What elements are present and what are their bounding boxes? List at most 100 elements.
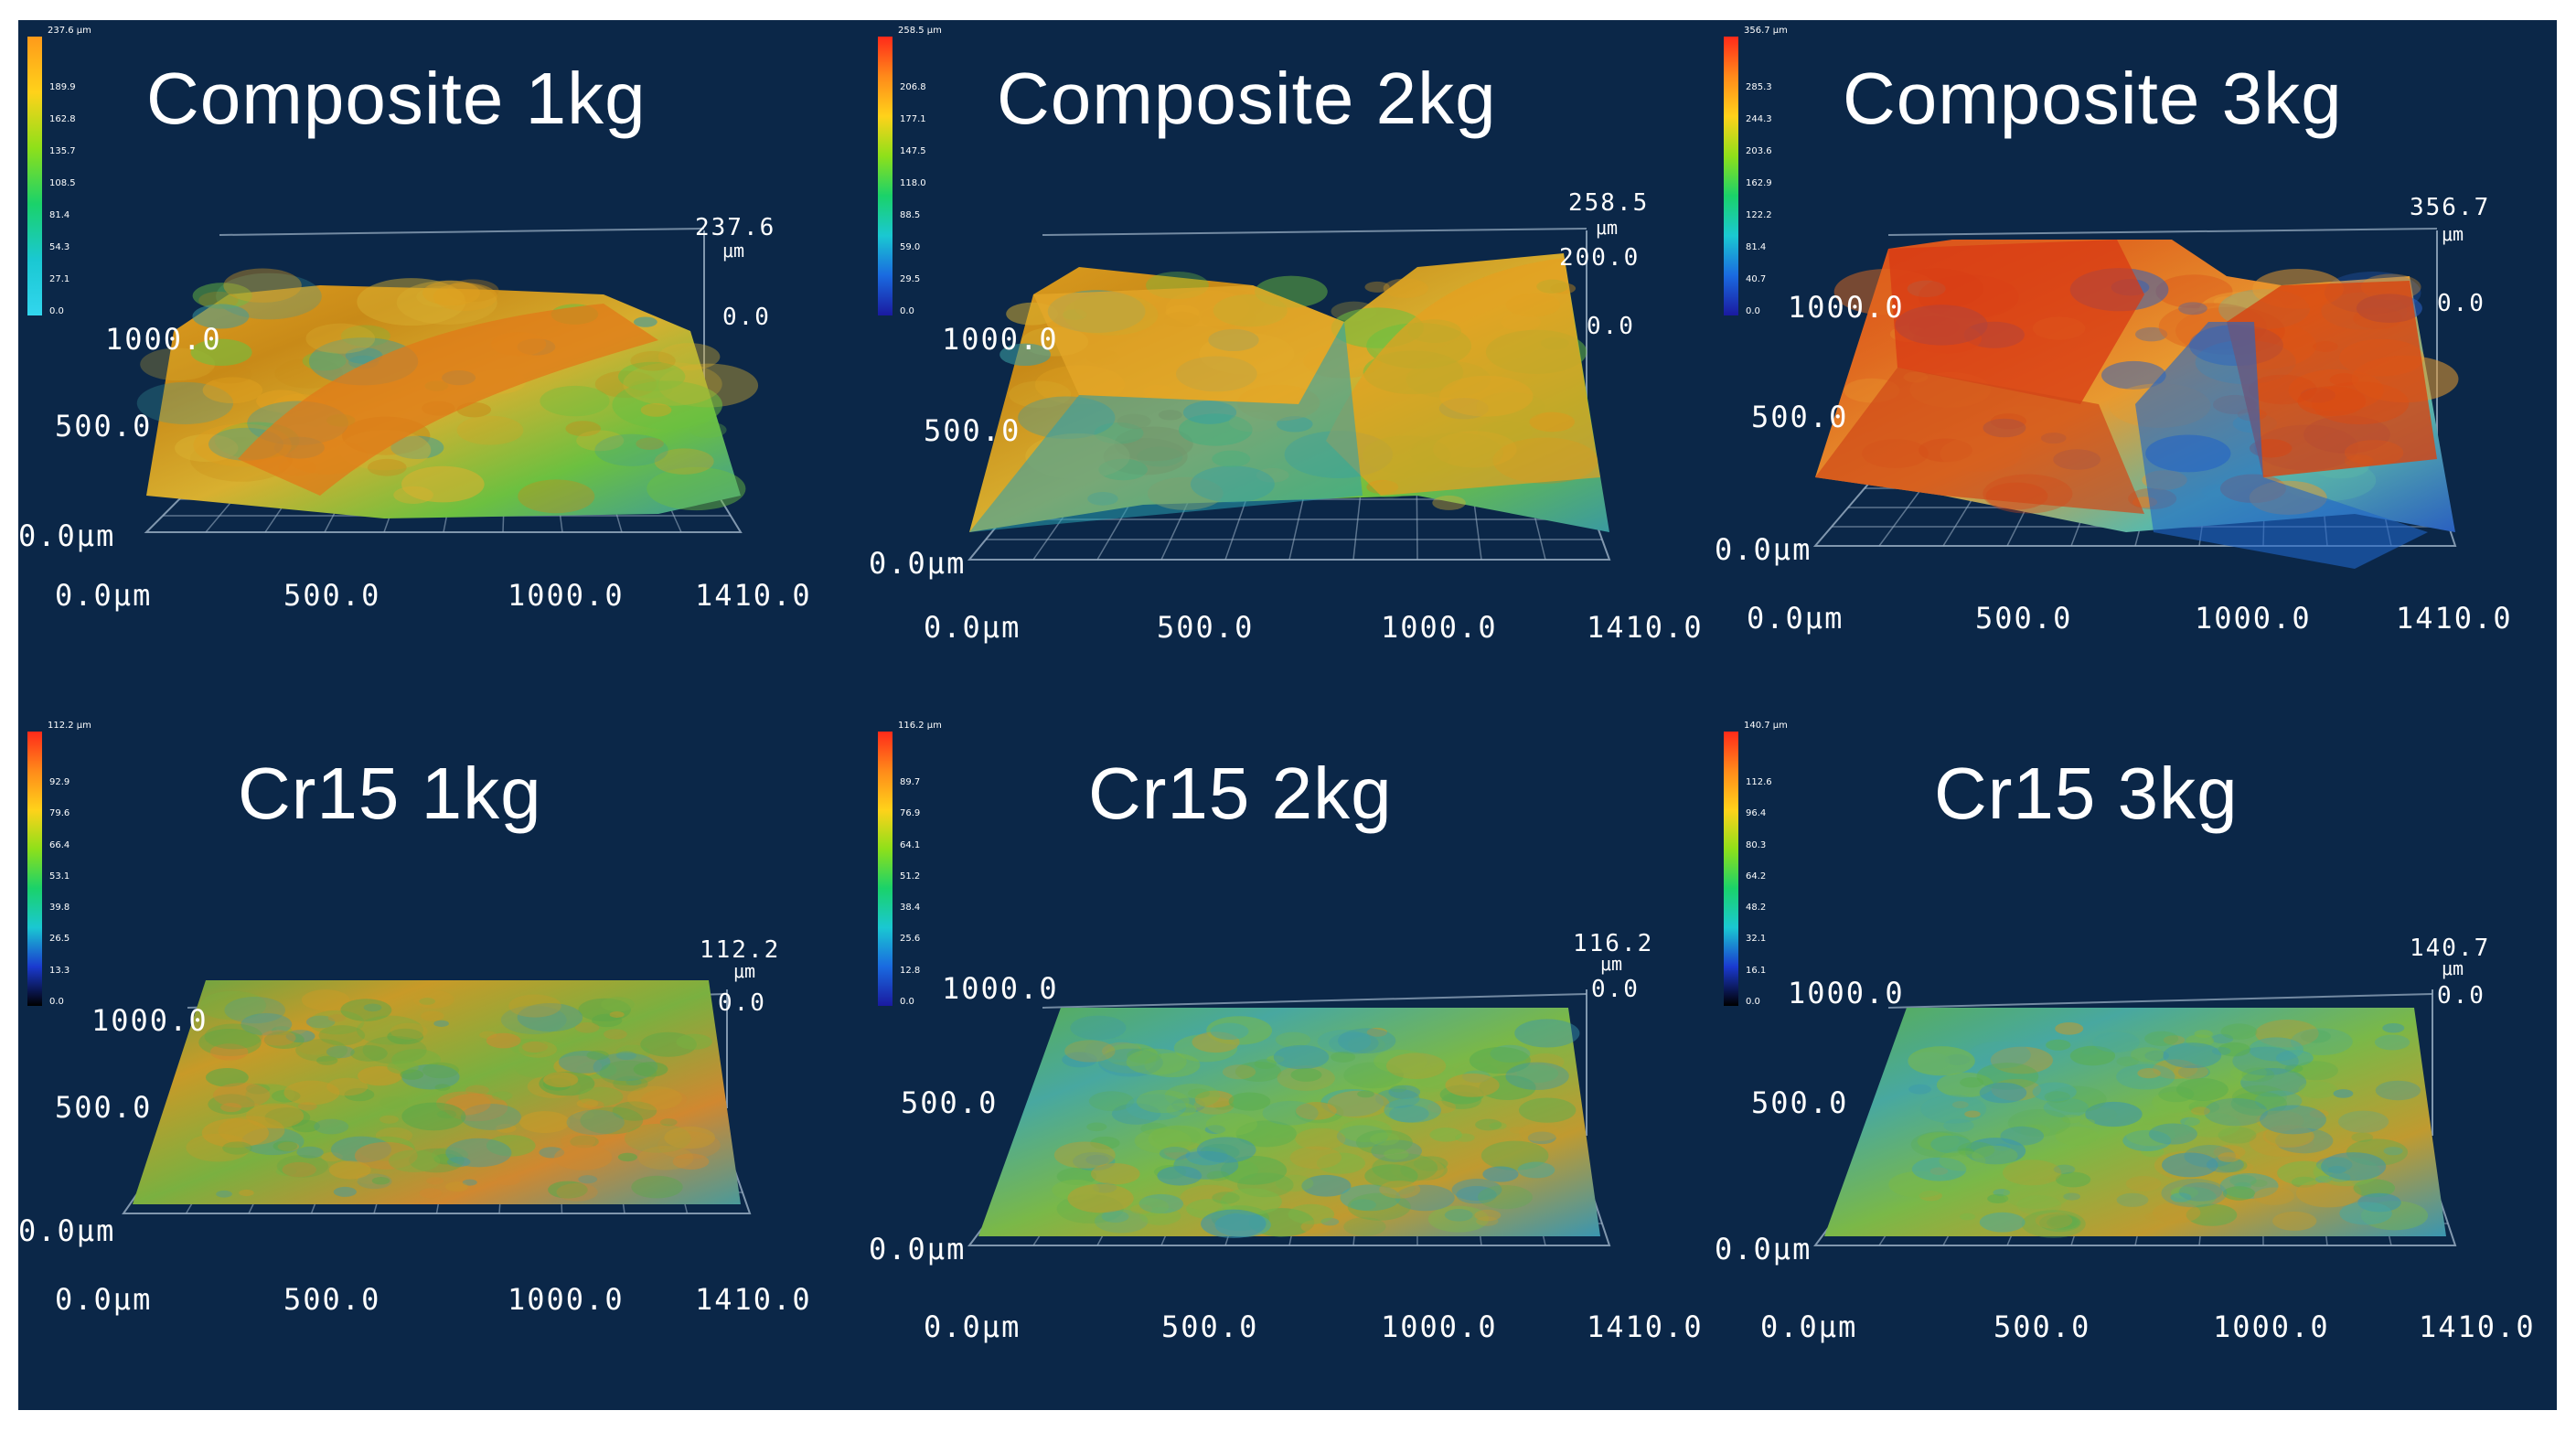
surface-texture xyxy=(1267,1055,1285,1063)
surface-texture xyxy=(1088,1091,1135,1111)
axis-label: 0.0 xyxy=(2437,290,2485,317)
panel-title: Cr15 1kg xyxy=(238,753,542,834)
surface-texture xyxy=(2339,1202,2392,1225)
surface-texture xyxy=(1329,1031,1379,1054)
surface-texture xyxy=(1395,1184,1455,1212)
surface-texture xyxy=(2218,1127,2257,1144)
axis-label: 1000.0 xyxy=(1788,976,1905,1010)
surface-texture xyxy=(213,1083,271,1108)
colorbar-tick-label: 12.8 xyxy=(900,965,921,976)
surface-texture xyxy=(1094,1209,1149,1234)
surface-texture xyxy=(354,1141,418,1170)
surface-texture xyxy=(2250,1179,2268,1188)
surface-texture xyxy=(2044,1091,2071,1103)
surface-texture xyxy=(588,1139,605,1148)
surface-texture xyxy=(1390,1085,1406,1093)
surface-texture xyxy=(1173,1034,1238,1063)
surface-texture xyxy=(1936,1072,1994,1098)
axis-label: 0.0 xyxy=(2437,982,2485,1010)
axis-label: 500.0 xyxy=(924,413,1021,448)
axis-label: 140.7 xyxy=(2410,935,2491,962)
surface-texture xyxy=(1527,1131,1556,1145)
colorbar-tick-label: 76.9 xyxy=(900,808,921,819)
surface-texture xyxy=(640,403,672,417)
surface-texture xyxy=(2038,1213,2081,1233)
surface-texture xyxy=(659,1118,678,1127)
top-frame-line xyxy=(219,228,705,236)
surface-texture xyxy=(1505,1062,1569,1090)
surface-texture xyxy=(1126,1048,1187,1075)
surface-texture xyxy=(1053,1141,1116,1169)
surface-texture xyxy=(553,1144,613,1170)
colorbar-tick-label: 64.2 xyxy=(1746,871,1767,882)
surface-texture xyxy=(676,1033,712,1050)
colorbar-tick-label: 162.8 xyxy=(49,114,76,124)
surface-texture xyxy=(371,1176,390,1185)
surface-texture xyxy=(1144,1053,1201,1078)
surface-texture xyxy=(1976,1063,2039,1090)
surface-texture xyxy=(2272,1211,2317,1231)
axis-label: 1410.0 xyxy=(695,1282,812,1317)
surface-texture xyxy=(1451,1179,1502,1202)
surface-texture xyxy=(2055,1022,2084,1035)
colorbar-tick-label: 32.1 xyxy=(1746,934,1767,945)
surface-texture xyxy=(2314,1175,2333,1183)
colorbar-top-label: 116.2 μm xyxy=(898,721,942,731)
surface-texture xyxy=(1340,1184,1401,1212)
surface-texture xyxy=(297,1102,317,1111)
colorbar-tick-label: 53.1 xyxy=(49,871,70,882)
surface-texture xyxy=(578,1175,598,1184)
surface-texture xyxy=(1964,1138,2026,1165)
surface-texture xyxy=(586,1050,609,1061)
axis-label: 356.7 xyxy=(2410,194,2491,221)
surface-texture xyxy=(1139,1207,1181,1225)
panel-composite-3kg: 356.7 μm 285.3 244.3 203.6 162.9 122.2 81.4 40.… xyxy=(1715,20,2557,715)
surface-plot xyxy=(1812,228,2459,569)
surface-texture xyxy=(367,458,407,476)
surface-texture xyxy=(1290,1068,1322,1082)
axis-label: 500.0 xyxy=(1751,400,1849,434)
surface-texture xyxy=(603,1029,627,1040)
surface-texture xyxy=(1964,1110,1981,1118)
axis-label: 0.0 xyxy=(718,989,766,1017)
surface-texture xyxy=(419,1188,443,1199)
colorbar-tick-label: 38.4 xyxy=(900,903,921,914)
surface-texture xyxy=(2161,1152,2218,1178)
surface-texture xyxy=(1920,1095,1987,1124)
surface-texture xyxy=(1210,1022,1249,1041)
surface-texture xyxy=(1516,1063,1559,1083)
axis-label: 0.0μm xyxy=(55,578,153,613)
surface-texture xyxy=(623,362,722,406)
surface-texture xyxy=(570,1135,599,1149)
panel-cr15-2kg: 116.2 μm 89.7 76.9 64.1 51.2 38.4 25.6 12.8 0.0 C… xyxy=(869,715,1715,1410)
surface-texture xyxy=(239,1189,254,1197)
colorbar-tick-label: 29.5 xyxy=(900,274,921,284)
colorbar-top-label: 112.2 μm xyxy=(48,721,91,731)
surface-texture xyxy=(283,1080,340,1106)
colorbar-tick-label: 64.1 xyxy=(900,839,921,850)
surface-texture xyxy=(1517,1161,1555,1179)
surface-texture xyxy=(1379,1180,1421,1199)
surface-texture xyxy=(566,1109,625,1136)
z-unit-label: μm xyxy=(2442,957,2464,979)
axis-label: 0.0μm xyxy=(1747,601,1844,636)
colorbar xyxy=(878,37,893,315)
colorbar-tick-label: 0.0 xyxy=(900,306,914,316)
surface-texture xyxy=(362,1035,427,1064)
axis-label: 0.0μm xyxy=(18,1213,116,1248)
surface-texture xyxy=(363,1003,382,1012)
surface-texture xyxy=(1220,1188,1282,1215)
colorbar-tick-label: 89.7 xyxy=(900,777,921,787)
surface-texture xyxy=(315,1055,338,1065)
surface-texture xyxy=(2144,1050,2170,1062)
surface-texture xyxy=(302,351,347,371)
surface-texture xyxy=(2125,1175,2162,1192)
surface-texture xyxy=(245,1084,295,1106)
surface-texture xyxy=(2047,1214,2080,1230)
surface-texture xyxy=(1222,1064,1256,1080)
surface-texture xyxy=(647,466,746,511)
colorbar-tick-label: 51.2 xyxy=(900,871,921,882)
surface-texture xyxy=(2130,1047,2164,1063)
surface-texture xyxy=(2337,1110,2389,1133)
surface-texture xyxy=(434,1084,451,1091)
